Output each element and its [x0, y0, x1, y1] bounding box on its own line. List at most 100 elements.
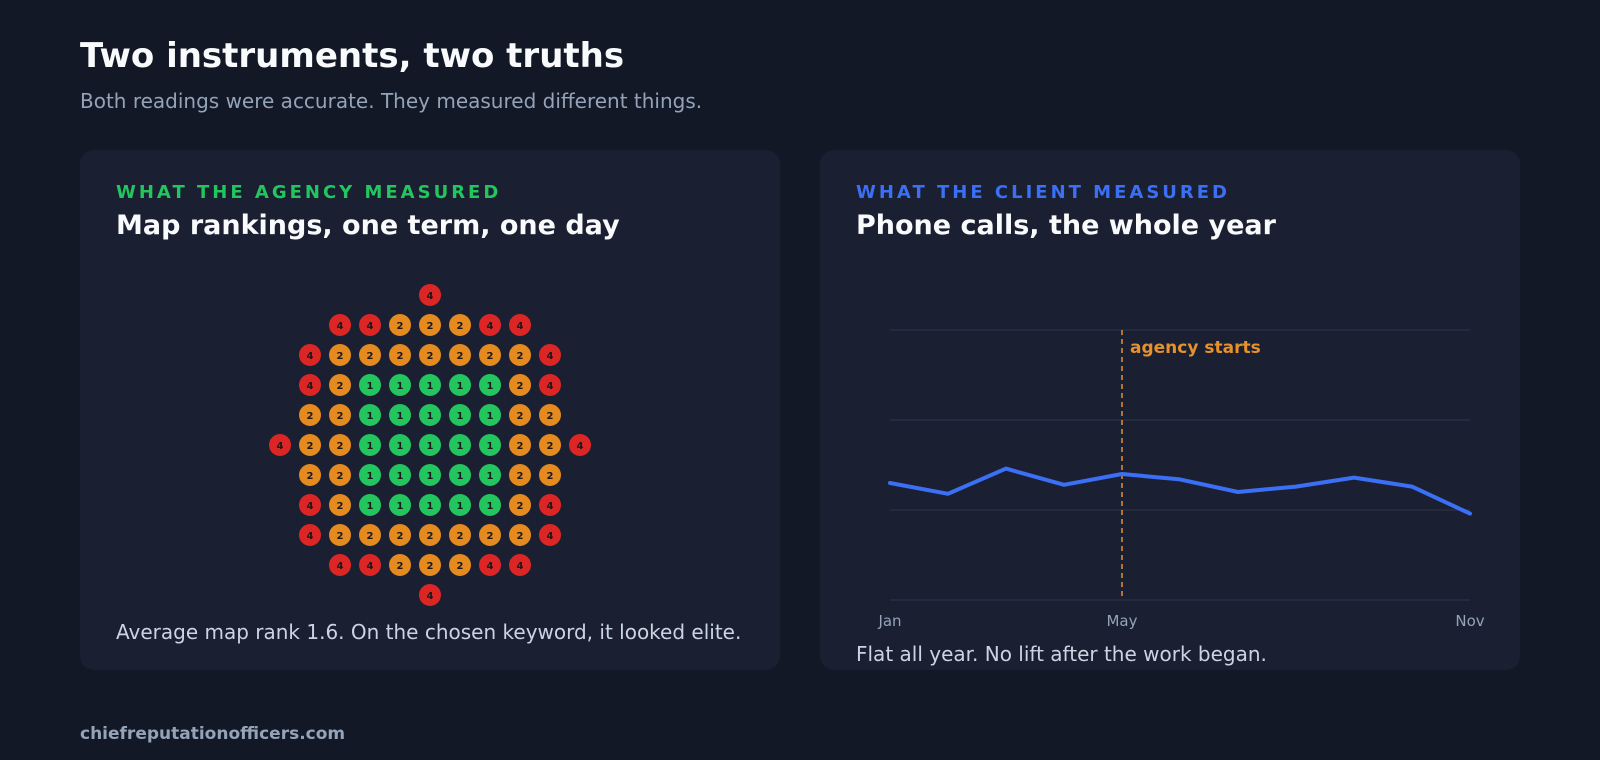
rank-cell: [449, 314, 471, 336]
rank-cell: [479, 554, 501, 576]
rank-cell: [509, 374, 531, 396]
rank-cell: [359, 344, 381, 366]
rank-cell: [329, 554, 351, 576]
rank-cell-label: 4: [547, 381, 554, 392]
x-tick-label: May: [1106, 612, 1137, 630]
rank-cell: [419, 524, 441, 546]
client-card-title: Phone calls, the whole year: [856, 210, 1276, 241]
rank-cell-label: 2: [397, 321, 404, 332]
rank-cell-label: 2: [517, 471, 524, 482]
rank-cell-label: 4: [487, 561, 494, 572]
rank-cell-label: 2: [427, 531, 434, 542]
rank-cell: [299, 374, 321, 396]
rank-cell-label: 2: [517, 351, 524, 362]
rank-cell: [299, 434, 321, 456]
rank-cell: [539, 494, 561, 516]
rank-cell: [479, 344, 501, 366]
rank-cell: [419, 494, 441, 516]
rank-cell-label: 4: [337, 561, 344, 572]
rank-cell-label: 2: [457, 531, 464, 542]
rank-cell: [419, 374, 441, 396]
page-subtitle: Both readings were accurate. They measur…: [80, 89, 703, 113]
rank-cell: [509, 314, 531, 336]
rank-cell-label: 2: [427, 561, 434, 572]
rank-grid-chart: 4 4 4 2 2 2 4 4 4 2 2 2 2 2 2 2 4 4 2 1 1 1 1 1 2 4 2 2 1 1 1 1 1 2 2 4 2 2 1 1…: [269, 284, 591, 606]
rank-cell: [539, 404, 561, 426]
rank-cell-label: 4: [277, 441, 284, 452]
rank-cell: [359, 434, 381, 456]
rank-cell-label: 1: [367, 381, 374, 392]
rank-cell: [389, 434, 411, 456]
rank-cell-label: 1: [367, 501, 374, 512]
rank-cell-label: 2: [337, 441, 344, 452]
rank-cell-label: 2: [517, 501, 524, 512]
rank-cell: [359, 374, 381, 396]
rank-cell-label: 1: [487, 411, 494, 422]
rank-cell: [329, 494, 351, 516]
rank-cell: [419, 434, 441, 456]
rank-cell: [509, 404, 531, 426]
rank-cell: [329, 314, 351, 336]
rank-cell-label: 4: [307, 501, 314, 512]
rank-cell: [509, 524, 531, 546]
rank-cell-label: 2: [547, 441, 554, 452]
rank-cell-label: 2: [337, 501, 344, 512]
rank-cell-label: 2: [427, 321, 434, 332]
rank-cell: [449, 494, 471, 516]
rank-cell-label: 1: [457, 501, 464, 512]
page-title: Two instruments, two truths: [80, 36, 625, 76]
rank-cell: [359, 314, 381, 336]
rank-cell-label: 2: [337, 531, 344, 542]
rank-cell: [329, 344, 351, 366]
rank-cell-label: 4: [337, 321, 344, 332]
rank-cell: [299, 404, 321, 426]
rank-cell: [419, 464, 441, 486]
rank-cell-label: 4: [367, 561, 374, 572]
rank-cell-label: 4: [427, 591, 434, 602]
rank-cell-label: 4: [367, 321, 374, 332]
rank-cell-label: 2: [517, 531, 524, 542]
rank-cell: [419, 314, 441, 336]
rank-cell: [389, 374, 411, 396]
rank-cell-label: 1: [487, 471, 494, 482]
rank-cell: [449, 374, 471, 396]
rank-cell-label: 1: [397, 441, 404, 452]
rank-cell-label: 4: [547, 501, 554, 512]
rank-cell-label: 2: [307, 411, 314, 422]
rank-cell: [359, 494, 381, 516]
agency-caption: Average map rank 1.6. On the chosen keyw…: [116, 620, 742, 644]
rank-cell-label: 2: [337, 471, 344, 482]
client-eyebrow: WHAT THE CLIENT MEASURED: [856, 182, 1231, 203]
rank-cell: [389, 464, 411, 486]
rank-cell: [569, 434, 591, 456]
rank-cell-label: 1: [397, 501, 404, 512]
rank-cell: [359, 404, 381, 426]
rank-cell: [359, 554, 381, 576]
rank-cell-label: 1: [427, 381, 434, 392]
rank-cell-label: 2: [517, 411, 524, 422]
rank-cell-label: 2: [427, 351, 434, 362]
rank-cell-label: 2: [517, 381, 524, 392]
rank-cell: [389, 314, 411, 336]
rank-cell: [479, 494, 501, 516]
rank-cell: [299, 494, 321, 516]
rank-cell: [269, 434, 291, 456]
rank-cell: [299, 464, 321, 486]
rank-cell-label: 4: [517, 321, 524, 332]
rank-cell: [539, 344, 561, 366]
rank-cell: [539, 524, 561, 546]
rank-cell-label: 2: [547, 471, 554, 482]
rank-cell-label: 2: [547, 411, 554, 422]
rank-cell-label: 1: [367, 471, 374, 482]
rank-cell-label: 2: [457, 561, 464, 572]
rank-cell: [479, 314, 501, 336]
rank-cell: [419, 584, 441, 606]
rank-cell-label: 1: [397, 381, 404, 392]
rank-cell: [329, 524, 351, 546]
rank-cell: [509, 344, 531, 366]
rank-cell-label: 1: [367, 411, 374, 422]
rank-cell: [479, 374, 501, 396]
rank-cell-label: 1: [367, 441, 374, 452]
rank-cell-label: 4: [487, 321, 494, 332]
rank-cell-label: 1: [397, 411, 404, 422]
